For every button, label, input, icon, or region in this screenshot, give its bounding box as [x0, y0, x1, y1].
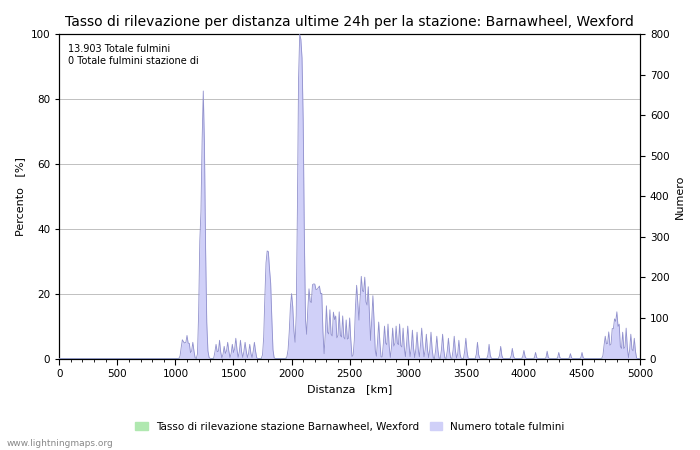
Text: 13.903 Totale fulmini
0 Totale fulmini stazione di: 13.903 Totale fulmini 0 Totale fulmini s… [68, 44, 199, 66]
X-axis label: Distanza   [km]: Distanza [km] [307, 384, 392, 395]
Legend: Tasso di rilevazione stazione Barnawheel, Wexford, Numero totale fulmini: Tasso di rilevazione stazione Barnawheel… [131, 418, 569, 436]
Y-axis label: Numero: Numero [675, 174, 685, 219]
Y-axis label: Percento   [%]: Percento [%] [15, 157, 25, 236]
Text: www.lightningmaps.org: www.lightningmaps.org [7, 439, 113, 448]
Title: Tasso di rilevazione per distanza ultime 24h per la stazione: Barnawheel, Wexfor: Tasso di rilevazione per distanza ultime… [65, 15, 634, 29]
